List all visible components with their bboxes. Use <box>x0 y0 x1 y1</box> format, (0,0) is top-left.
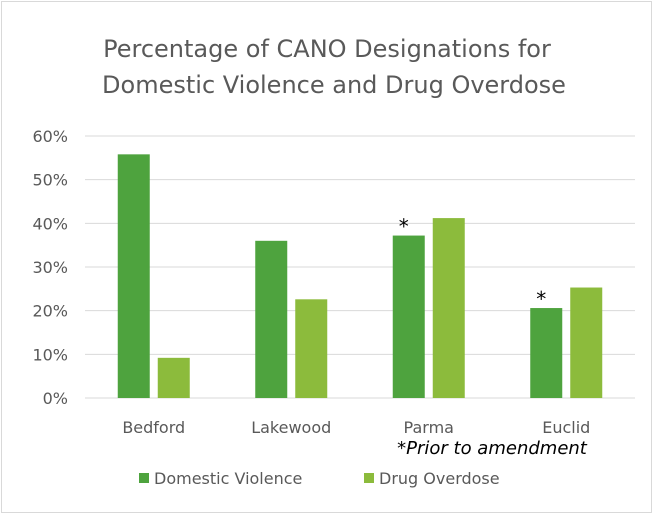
y-tick-label: 60% <box>32 127 68 146</box>
bars <box>117 154 603 398</box>
bar-parma-drug-overdose <box>432 218 465 398</box>
legend: Domestic Violence Drug Overdose <box>139 469 500 488</box>
bar-lakewood-drug-overdose <box>295 299 328 398</box>
bar-bedford-drug-overdose <box>157 357 190 398</box>
chart-title-line-1: Percentage of CANO Designations for <box>103 35 551 63</box>
asterisk-marker: * <box>536 287 546 311</box>
x-axis-category-labels: Bedford Lakewood Parma Euclid <box>122 418 590 437</box>
x-category-label: Lakewood <box>251 418 331 437</box>
bar-euclid-domestic-violence <box>530 308 563 398</box>
asterisk-marker: * <box>399 215 409 239</box>
y-tick-label: 30% <box>32 258 68 277</box>
legend-label: Domestic Violence <box>154 469 302 488</box>
bar-lakewood-domestic-violence <box>255 240 288 398</box>
y-tick-label: 20% <box>32 302 68 321</box>
legend-swatch <box>364 473 374 483</box>
bar-parma-domestic-violence <box>392 235 425 398</box>
y-tick-label: 0% <box>43 389 68 408</box>
bar-euclid-drug-overdose <box>570 287 603 398</box>
y-tick-label: 40% <box>32 214 68 233</box>
y-tick-label: 10% <box>32 345 68 364</box>
legend-label: Drug Overdose <box>379 469 500 488</box>
y-axis-tick-labels: 0% 10% 20% 30% 40% 50% 60% <box>32 127 68 408</box>
x-category-label: Bedford <box>122 418 185 437</box>
x-category-label: Parma <box>404 418 454 437</box>
bar-markers: ** <box>399 215 547 311</box>
amendment-note: *Prior to amendment <box>397 438 588 459</box>
legend-swatch <box>139 473 149 483</box>
chart-title-line-2: Domestic Violence and Drug Overdose <box>102 71 566 99</box>
y-tick-label: 50% <box>32 171 68 190</box>
x-category-label: Euclid <box>542 418 590 437</box>
bar-bedford-domestic-violence <box>117 154 150 398</box>
